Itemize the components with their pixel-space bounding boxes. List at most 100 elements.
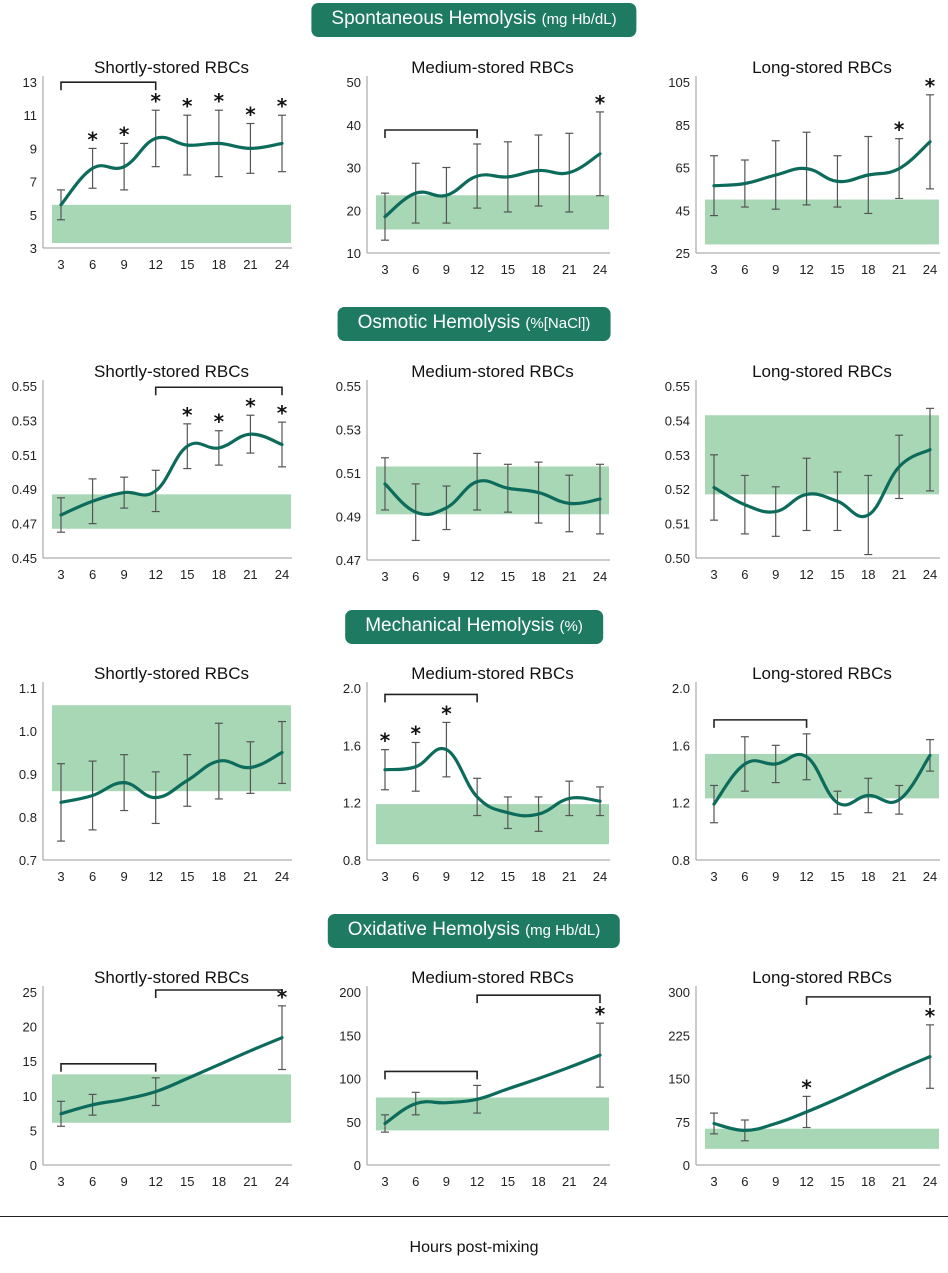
x-tick-label: 15	[830, 1174, 844, 1189]
x-tick-label: 3	[57, 257, 64, 272]
y-tick-label: 200	[339, 985, 361, 1000]
significance-star: *	[182, 94, 193, 118]
x-tick-label: 24	[275, 567, 289, 582]
series-line	[712, 448, 932, 519]
y-tick-label: 5	[30, 208, 37, 223]
y-tick-label: 13	[23, 75, 37, 90]
comparison-bracket	[384, 129, 478, 138]
x-tick-label: 21	[892, 567, 906, 582]
y-tick-label: 0.9	[19, 767, 37, 782]
significance-star: *	[245, 394, 256, 418]
chart-title: Long-stored RBCs	[752, 362, 892, 381]
section-title-text: Spontaneous Hemolysis	[331, 8, 537, 29]
reference-band	[52, 494, 291, 529]
comparison-bracket	[60, 81, 157, 91]
chart-title: Shortly-stored RBCs	[94, 968, 249, 987]
y-tick-label: 20	[347, 203, 361, 218]
significance-star: *	[441, 701, 452, 725]
x-tick-label: 6	[741, 567, 748, 582]
section-title-osmotic: Osmotic Hemolysis (%[NaCl])	[337, 307, 611, 341]
y-tick-label: 2.0	[343, 681, 361, 696]
x-tick-label: 9	[772, 567, 779, 582]
section-title-spontaneous: Spontaneous Hemolysis (mg Hb/dL)	[311, 3, 637, 37]
chart-title: Medium-stored RBCs	[411, 968, 574, 987]
chart-title: Shortly-stored RBCs	[94, 58, 249, 77]
section-title-text: Osmotic Hemolysis	[357, 312, 521, 333]
x-tick-label: 6	[89, 869, 96, 884]
chart-panel: Shortly-stored RBCs 3 5 7 9 11 13 3 6 9 12 15 18 21 24…	[23, 58, 292, 272]
series-line	[712, 1055, 932, 1132]
x-tick-label: 3	[381, 262, 388, 277]
x-tick-label: 12	[799, 262, 813, 277]
y-tick-label: 100	[339, 1072, 361, 1087]
y-tick-label: 0.52	[665, 482, 690, 497]
y-tick-label: 7	[30, 175, 37, 190]
x-tick-label: 15	[180, 257, 194, 272]
section-title-unit: (%[NaCl])	[525, 315, 591, 332]
x-tick-label: 18	[212, 1174, 226, 1189]
y-tick-label: 30	[347, 161, 361, 176]
x-tick-label: 15	[180, 869, 194, 884]
series-line	[712, 752, 932, 807]
y-tick-label: 0.55	[12, 379, 37, 394]
x-tick-label: 9	[121, 869, 128, 884]
x-tick-label: 15	[180, 1174, 194, 1189]
y-tick-label: 0.49	[336, 510, 361, 525]
x-tick-label: 12	[148, 567, 162, 582]
y-tick-label: 2.0	[672, 681, 690, 696]
chart-title: Shortly-stored RBCs	[94, 362, 249, 381]
y-tick-label: 1.2	[343, 796, 361, 811]
x-tick-label: 21	[562, 869, 576, 884]
y-tick-label: 0.50	[665, 551, 690, 566]
x-tick-label: 18	[531, 262, 545, 277]
x-tick-label: 3	[381, 569, 388, 584]
x-tick-label: 3	[710, 1174, 717, 1189]
x-tick-label: 6	[89, 1174, 96, 1189]
significance-star: *	[380, 729, 391, 753]
y-tick-label: 50	[347, 1115, 361, 1130]
x-axis-label: Hours post-mixing	[409, 1239, 539, 1256]
x-tick-label: 6	[89, 567, 96, 582]
x-tick-label: 15	[501, 869, 515, 884]
y-tick-label: 150	[339, 1028, 361, 1043]
x-tick-label: 6	[412, 1174, 419, 1189]
chart-panel: Long-stored RBCs 0 75 150 225 300 3 6 9 12 15 18 21 2…	[668, 968, 940, 1189]
reference-band	[52, 204, 291, 244]
x-tick-label: 21	[562, 569, 576, 584]
significance-star: *	[214, 89, 225, 113]
x-tick-label: 12	[799, 869, 813, 884]
x-tick-label: 24	[923, 1174, 937, 1189]
y-tick-label: 0.47	[336, 553, 361, 568]
x-tick-label: 24	[275, 257, 289, 272]
x-tick-label: 9	[121, 1174, 128, 1189]
series-line	[383, 746, 602, 818]
chart-panel: Shortly-stored RBCs 0 5 10 15 20 25 3 6 9 12 15 18 21…	[23, 968, 292, 1189]
chart-panel: Shortly-stored RBCs 0.7 0.8 0.9 1.0 1.1 3 6 9 12 1…	[19, 664, 292, 884]
x-tick-label: 12	[148, 869, 162, 884]
x-tick-label: 18	[861, 869, 875, 884]
x-tick-label: 15	[501, 569, 515, 584]
x-tick-label: 9	[121, 257, 128, 272]
x-tick-label: 21	[892, 869, 906, 884]
y-tick-label: 65	[676, 161, 690, 176]
chart-panel: Medium-stored RBCs 0 50 100 150 200 3 6 9 12 15 18 2…	[339, 968, 610, 1189]
y-tick-label: 225	[668, 1028, 690, 1043]
x-tick-label: 6	[412, 262, 419, 277]
series-line	[383, 1053, 602, 1126]
y-tick-label: 0.53	[12, 413, 37, 428]
x-tick-label: 15	[501, 262, 515, 277]
x-tick-label: 21	[892, 262, 906, 277]
x-tick-label: 21	[892, 1174, 906, 1189]
x-tick-label: 9	[443, 569, 450, 584]
x-tick-label: 3	[710, 869, 717, 884]
y-tick-label: 9	[30, 141, 37, 156]
x-tick-label: 24	[923, 567, 937, 582]
comparison-bracket	[384, 1070, 478, 1080]
y-tick-label: 105	[668, 75, 690, 90]
y-tick-label: 0.7	[19, 853, 37, 868]
y-tick-label: 0.45	[12, 551, 37, 566]
y-tick-label: 50	[347, 75, 361, 90]
significance-star: *	[801, 1075, 812, 1099]
y-tick-label: 0.49	[12, 482, 37, 497]
y-tick-label: 0.51	[12, 448, 37, 463]
